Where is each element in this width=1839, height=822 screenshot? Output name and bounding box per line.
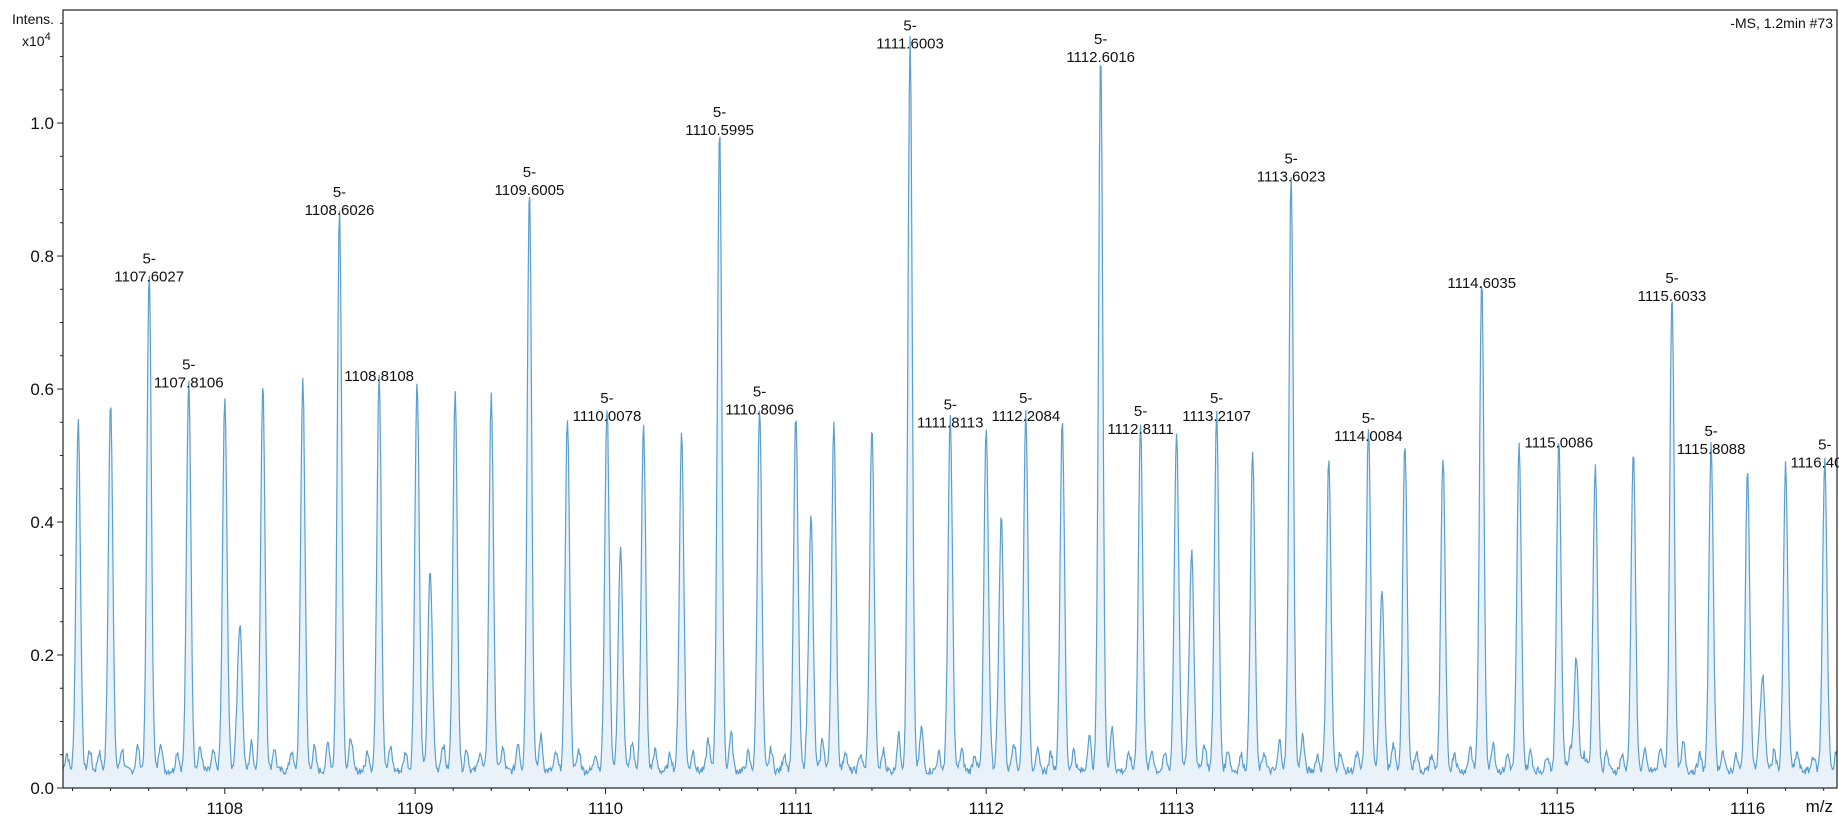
peak-charge-label: 5-	[1094, 31, 1107, 48]
peak-charge-label: 5-	[1818, 436, 1831, 453]
peak-label-layer: 5-1107.60275-1107.81065-1108.60261108.81…	[114, 18, 1839, 472]
peak-mz-label: 1112.2084	[991, 408, 1060, 425]
peak-annotation: 5-1110.5995	[685, 104, 754, 139]
peak-annotation: 5-1112.6016	[1066, 31, 1135, 66]
peak-charge-label: 5-	[182, 357, 195, 374]
x-tick-label: 1114	[1349, 799, 1384, 818]
peak-annotation: 5-1111.8113	[917, 397, 983, 432]
peak-charge-label: 5-	[333, 184, 346, 201]
peak-mz-label: 1107.8106	[154, 375, 224, 392]
x-tick-label: 1110	[588, 799, 623, 818]
peak-mz-label: 1114.0084	[1334, 428, 1403, 445]
peak-annotation: 5-1115.8088	[1677, 423, 1746, 458]
peak-mz-label: 1110.8096	[725, 401, 794, 418]
y-axis-title: Intens.	[12, 11, 54, 27]
x-tick-label: 1111	[779, 799, 813, 818]
peak-mz-label: 1115.6033	[1638, 288, 1707, 305]
peak-annotation: 5-1111.6003	[876, 18, 944, 53]
peak-mz-label: 1113.6023	[1257, 169, 1326, 186]
peak-mz-label: 1114.6035	[1447, 275, 1516, 292]
peak-annotation: 1115.0086	[1524, 435, 1593, 452]
peak-annotation: 5-1110.0078	[573, 390, 642, 425]
peak-annotation: 5-1107.6027	[114, 250, 184, 285]
peak-annotation: 1108.8108	[344, 368, 414, 385]
peak-annotation: 5-1109.6005	[495, 164, 565, 199]
y-tick-label: 0.6	[30, 380, 54, 399]
x-tick-label: 1116	[1730, 799, 1765, 818]
x-tick-label: 1115	[1540, 799, 1575, 818]
peak-annotation: 5-1108.6026	[305, 184, 375, 219]
x-tick-label: 1109	[397, 799, 434, 818]
peak-mz-label: 1110.0078	[573, 408, 642, 425]
peak-annotation: 5-1110.8096	[725, 383, 794, 418]
peak-mz-label: 1112.8111	[1107, 421, 1173, 438]
peak-mz-label: 1111.6003	[876, 36, 944, 53]
scan-info: -MS, 1.2min #73	[1730, 15, 1833, 31]
peak-charge-label: 5-	[1210, 390, 1223, 407]
y-tick-label: 0.0	[30, 779, 54, 798]
peak-annotation: 1114.6035	[1447, 275, 1516, 292]
peak-charge-label: 5-	[903, 18, 916, 35]
spectrum-trace	[62, 35, 1838, 777]
y-tick-label: 1.0	[30, 114, 54, 133]
peak-annotation: 5-1112.2084	[991, 390, 1060, 425]
peak-mz-label: 1116.4059	[1790, 454, 1839, 471]
peak-charge-label: 5-	[1019, 390, 1032, 407]
peak-charge-label: 5-	[1704, 423, 1717, 440]
spectrum-trace-layer	[62, 35, 1838, 777]
peak-charge-label: 5-	[944, 397, 957, 414]
x-tick-label: 1112	[969, 799, 1004, 818]
peak-charge-label: 5-	[1665, 270, 1678, 287]
y-tick-label: 0.4	[30, 513, 54, 532]
peak-mz-label: 1115.8088	[1677, 441, 1746, 458]
x-tick-label: 1108	[207, 799, 244, 818]
peak-mz-label: 1108.6026	[305, 202, 375, 219]
peak-annotation: 5-1115.6033	[1638, 270, 1707, 305]
peak-charge-label: 5-	[1134, 403, 1147, 420]
peak-mz-label: 1115.0086	[1524, 435, 1593, 452]
x-axis: 1108 1109 1110 1111 1112 1113 1114 1115 1116	[72, 788, 1825, 818]
y-axis-multiplier: x104	[22, 31, 51, 49]
peak-charge-label: 5-	[1284, 151, 1297, 168]
peak-annotation: 5-1112.8111	[1107, 403, 1173, 438]
peak-annotation: 5-1113.6023	[1257, 151, 1326, 186]
y-axis-multiplier-exponent: 4	[45, 31, 51, 43]
peak-mz-label: 1110.5995	[685, 122, 754, 139]
x-axis-title: m/z	[1806, 797, 1833, 816]
peak-annotation: 5-1107.8106	[154, 357, 224, 392]
peak-annotation: 5-1116.4059	[1790, 436, 1839, 471]
y-axis-multiplier-base: x10	[22, 33, 45, 49]
peak-mz-label: 1112.6016	[1066, 49, 1135, 66]
peak-mz-label: 1113.2107	[1182, 408, 1251, 425]
y-axis: 0.0 0.2 0.4 0.6 0.8 1.0	[30, 22, 63, 798]
x-tick-label: 1113	[1159, 799, 1194, 818]
peak-charge-label: 5-	[142, 250, 155, 267]
peak-annotation: 5-1113.2107	[1182, 390, 1251, 425]
peak-charge-label: 5-	[523, 164, 536, 181]
peak-mz-label: 1111.8113	[917, 415, 983, 432]
peak-mz-label: 1109.6005	[495, 182, 565, 199]
y-tick-label: 0.2	[30, 646, 54, 665]
peak-charge-label: 5-	[713, 104, 726, 121]
peak-mz-label: 1108.8108	[344, 368, 414, 385]
peak-charge-label: 5-	[753, 383, 766, 400]
peak-mz-label: 1107.6027	[114, 268, 184, 285]
peak-charge-label: 5-	[1362, 410, 1375, 427]
plot-frame	[62, 9, 1838, 789]
peak-charge-label: 5-	[600, 390, 613, 407]
y-tick-label: 0.8	[30, 247, 54, 266]
peak-annotation: 5-1114.0084	[1334, 410, 1403, 445]
